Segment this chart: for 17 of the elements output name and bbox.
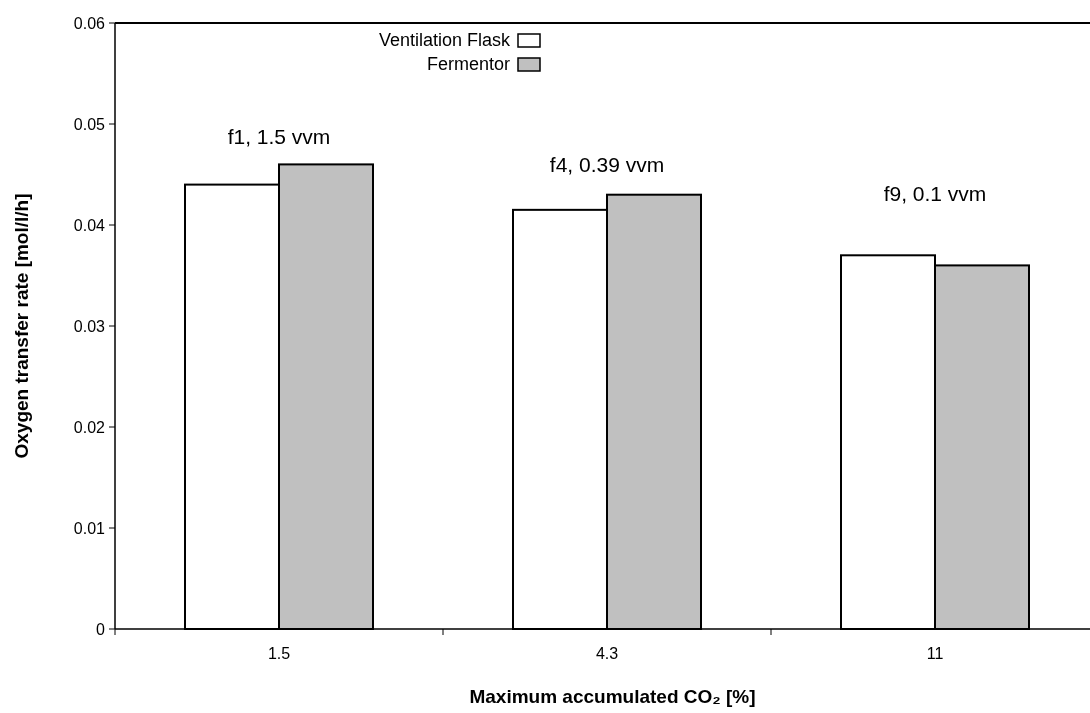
y-tick-label: 0.03 (73, 317, 106, 335)
y-axis-title: Oxygen transfer rate [mol/l/h] (11, 193, 32, 459)
y-tick-label: 0.01 (73, 519, 106, 537)
y-tick-label: 0.05 (73, 115, 106, 133)
legend-label: Fermentor (426, 54, 510, 75)
y-tick-label: 0.06 (73, 14, 106, 32)
y-tick-label: 0 (96, 620, 106, 638)
y-tick-label: 0.04 (73, 216, 106, 234)
legend-label: Ventilation Flask (378, 30, 511, 51)
annotation: f4, 0.39 vvm (549, 153, 665, 176)
x-tick-label: 11 (926, 645, 944, 662)
annotation: f9, 0.1 vvm (883, 182, 987, 205)
x-tick-label: 1.5 (267, 645, 291, 662)
x-axis-title: Maximum accumulated CO₂ [%] (469, 686, 756, 707)
y-tick-label: 0.02 (73, 418, 106, 436)
annotation: f1, 1.5 vvm (227, 125, 331, 148)
x-tick-label: 4.3 (595, 645, 619, 662)
